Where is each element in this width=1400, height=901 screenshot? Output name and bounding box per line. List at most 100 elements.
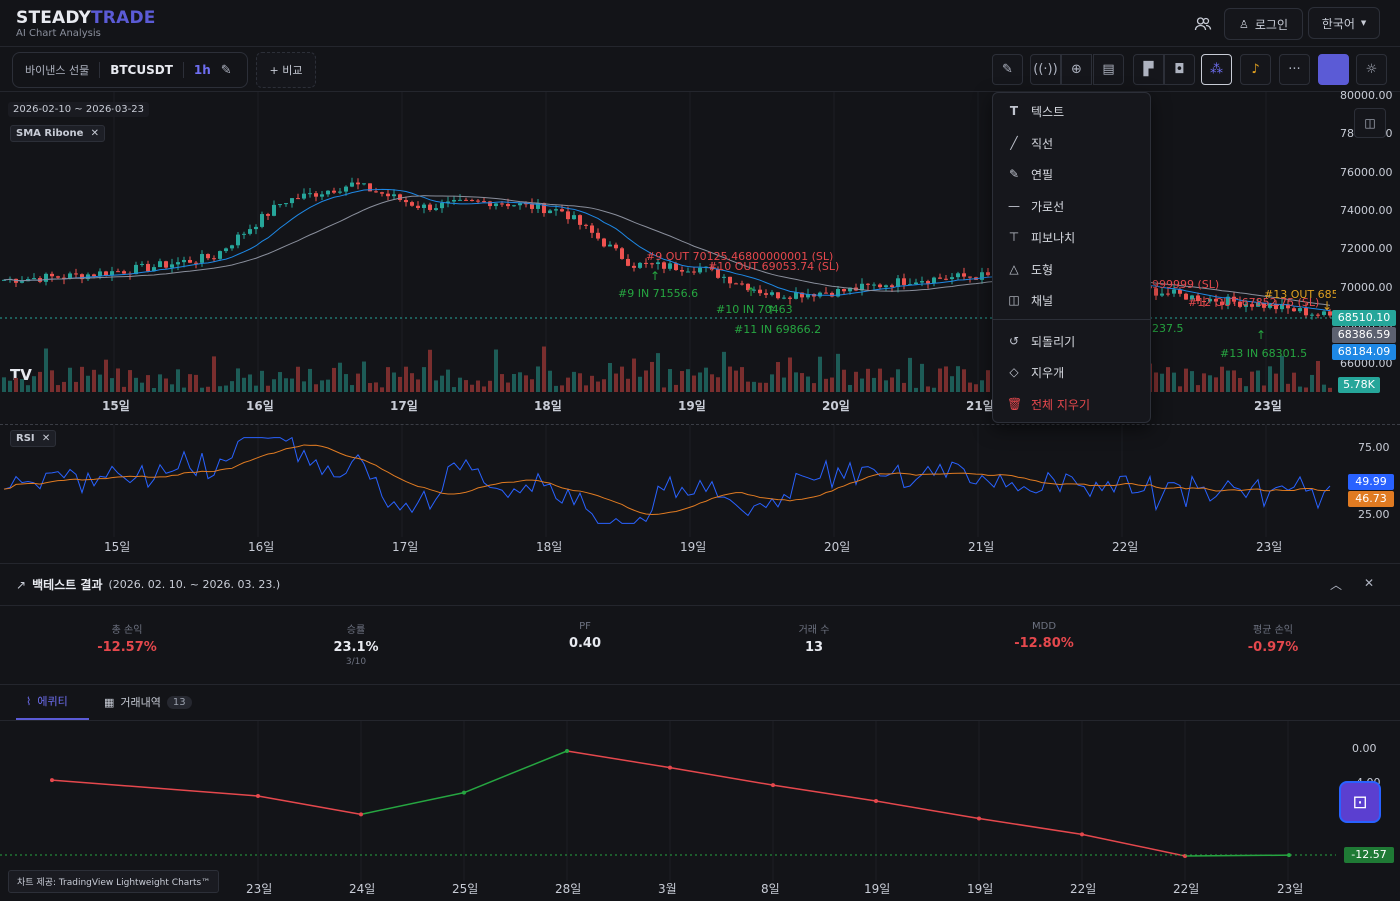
more-icon[interactable]: ··· (1279, 54, 1310, 85)
collapse-icon[interactable]: ︿ (1330, 578, 1343, 592)
candle-body (512, 205, 516, 207)
candle-body (1178, 289, 1182, 294)
layout-icon[interactable]: ▛ (1133, 54, 1164, 85)
trade-label: #11 IN 69866.2 (734, 323, 821, 336)
color-swatch-button[interactable] (1318, 54, 1349, 85)
volume-bar (1244, 386, 1248, 392)
compare-button[interactable]: + 비교 (256, 52, 316, 88)
volume-bar (410, 373, 414, 392)
tool-pencil[interactable]: ✎ 연필 (1008, 167, 1054, 182)
backtest-header: ↗ 백테스트 결과 (2026. 02. 10. ~ 2026. 03. 23.… (16, 576, 280, 593)
candle-body (386, 193, 390, 197)
volume-bar (50, 370, 54, 392)
panel-toggle-icon[interactable]: ◫ (1354, 108, 1386, 138)
equity-point (565, 749, 569, 753)
candle-body (524, 203, 528, 205)
users-icon[interactable] (1194, 15, 1212, 33)
volume-bar (422, 367, 426, 392)
trade-label: #10 OUT 69053.74 (SL) (708, 260, 839, 273)
volume-bar (614, 373, 618, 392)
theme-sun-icon[interactable]: ☼ (1356, 54, 1387, 85)
price-chart[interactable]: 2026-02-10 ~ 2026-03-23 SMA Ribone ✕ TV … (0, 89, 1400, 422)
action-eraser[interactable]: ◇ 지우개 (993, 358, 1150, 386)
volume-bar (296, 366, 300, 392)
strategy-icon[interactable]: ⁂ (1201, 54, 1232, 85)
tool-fibonacci[interactable]: ⊤ 피보나치 (1008, 230, 1076, 245)
time-axis-label: 18일 (534, 399, 562, 413)
indicator-chip[interactable]: SMA Ribone ✕ (10, 125, 106, 142)
volume-bar (110, 378, 114, 392)
close-icon[interactable]: ✕ (41, 433, 51, 444)
camera-icon[interactable]: ◘ (1164, 54, 1195, 85)
candle-body (566, 211, 570, 220)
time-axis-label: 23일 (1254, 399, 1282, 413)
tool-text[interactable]: T 텍스트 (993, 97, 1150, 125)
volume-bar (80, 366, 84, 392)
alert-bell-icon[interactable]: ♪ (1240, 54, 1271, 85)
candle-body (584, 224, 588, 226)
volume-bar (770, 374, 774, 392)
close-icon[interactable]: ✕ (1364, 576, 1375, 590)
candle-body (1304, 308, 1308, 316)
tool-hline[interactable]: — 가로선 (1008, 199, 1065, 214)
volume-bar (26, 385, 30, 392)
rsi-chip[interactable]: RSI ✕ (10, 430, 57, 447)
equity-point (256, 794, 260, 798)
volume-bar (1262, 385, 1266, 392)
volume-bar (524, 375, 528, 392)
rsi-sma-tag: 46.73 (1348, 491, 1394, 507)
pencil-tool-button[interactable]: ✎ (992, 54, 1023, 85)
candle-body (518, 203, 522, 206)
volume-bar (350, 385, 354, 392)
candle-body (656, 262, 660, 265)
volume-bar (206, 386, 210, 392)
broadcast-icon[interactable]: ((·)) (1030, 54, 1061, 85)
candle-body (734, 283, 738, 285)
close-icon[interactable]: ✕ (90, 128, 100, 139)
tool-line[interactable]: ╱ 직선 (993, 129, 1150, 157)
candle-body (104, 271, 108, 276)
login-button[interactable]: ♙ 로그인 (1224, 8, 1303, 40)
volume-bar (8, 380, 12, 392)
candle-body (878, 284, 882, 288)
volume-bar (152, 387, 156, 392)
candle-body (68, 273, 72, 279)
volume-bar (536, 366, 540, 392)
candle-body (1244, 304, 1248, 307)
equity-point (874, 799, 878, 803)
volume-bar (14, 377, 18, 392)
action-undo[interactable]: ↺ 되돌리기 (1008, 334, 1076, 349)
volume-bar (2, 377, 6, 392)
candle-body (758, 289, 762, 294)
volume-bar (692, 375, 696, 392)
price-plot: #9 OUT 70125.46800000001 (SL)#10 OUT 690… (0, 92, 1336, 392)
symbol-selector[interactable]: 바이낸스 선물 BTCUSDT 1h ✎ (12, 52, 248, 88)
candle-body (494, 203, 498, 207)
calendar-icon[interactable]: ▤ (1093, 54, 1124, 85)
brand-logo[interactable]: STEADYTRADE (16, 8, 156, 28)
volume-bar (734, 370, 738, 392)
volume-bar (248, 374, 252, 392)
tool-shape[interactable]: △ 도형 (993, 255, 1150, 283)
tab-trades[interactable]: ▦ 거래내역 13 (104, 684, 192, 720)
add-indicator-icon[interactable]: ⊕ (1061, 54, 1092, 85)
tool-channel[interactable]: ◫ 채널 (1008, 293, 1054, 308)
candle-body (1322, 311, 1326, 315)
candle-body (260, 214, 264, 227)
interval-label[interactable]: 1h (193, 63, 211, 77)
action-clear-all[interactable]: 🗑 전체 지우기 (1007, 397, 1091, 412)
candle-body (668, 263, 672, 269)
tab-equity[interactable]: ⌇ 에퀴티 (16, 684, 89, 720)
volume-bar (434, 380, 438, 392)
rsi-panel[interactable]: RSI ✕ 75.00 25.00 49.99 46.73 15일 16일 17일 1… (0, 424, 1400, 562)
equity-time-label: 19일 (864, 882, 890, 896)
candle-body (1214, 298, 1218, 302)
price-axis-label: 70000.00 (1340, 280, 1393, 294)
edit-icon[interactable]: ✎ (220, 62, 232, 78)
ai-bot-button[interactable]: ⊡ (1339, 781, 1381, 823)
candle-body (764, 293, 768, 295)
volume-bar (500, 374, 504, 392)
divider (0, 605, 1400, 606)
candle-body (224, 248, 228, 252)
language-select[interactable]: 한국어 ▼ (1308, 7, 1380, 39)
